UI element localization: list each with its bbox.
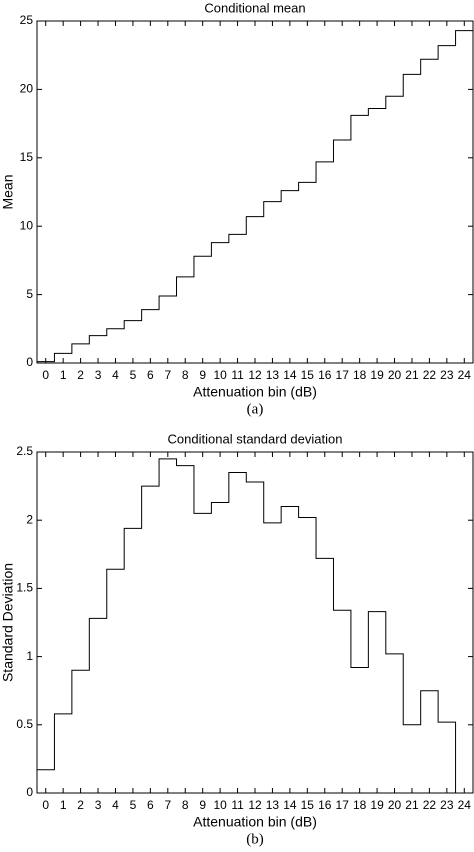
y-tick-label: 15 <box>20 150 34 164</box>
x-tick-label: 20 <box>388 368 402 382</box>
y-tick-label: 2.5 <box>16 444 33 458</box>
x-tick-label: 8 <box>182 798 189 812</box>
plot-frame <box>36 451 474 794</box>
y-tick-label: 20 <box>20 82 34 96</box>
x-tick-label: 23 <box>440 798 454 812</box>
x-tick-label: 5 <box>130 798 137 812</box>
x-tick-label: 20 <box>388 798 402 812</box>
x-tick-label: 15 <box>301 368 315 382</box>
x-tick-label: 22 <box>423 798 437 812</box>
y-tick-label: 5 <box>26 287 33 301</box>
plot-frame <box>36 20 474 364</box>
x-tick-label: 0 <box>42 798 49 812</box>
x-tick-label: 3 <box>95 368 102 382</box>
x-tick-label: 19 <box>370 798 384 812</box>
step-line <box>37 30 474 363</box>
x-tick-label: 11 <box>231 368 244 382</box>
x-tick-label: 18 <box>353 368 367 382</box>
x-tick-label: 14 <box>283 798 297 812</box>
x-tick-label: 13 <box>266 798 280 812</box>
x-tick-label: 15 <box>301 798 315 812</box>
x-tick-label: 18 <box>353 798 367 812</box>
y-tick-label: 0 <box>26 355 33 369</box>
x-tick-label: 19 <box>370 368 384 382</box>
x-tick-label: 5 <box>130 368 137 382</box>
x-tick-label: 16 <box>318 368 332 382</box>
y-tick-label: 1.5 <box>16 581 33 595</box>
x-tick-label: 6 <box>147 798 154 812</box>
x-tick-label: 14 <box>283 368 297 382</box>
x-tick-label: 16 <box>318 798 332 812</box>
step-line <box>37 458 473 794</box>
x-tick-label: 7 <box>164 368 171 382</box>
caption: (a) <box>247 401 264 417</box>
x-tick-label: 4 <box>112 368 119 382</box>
y-tick-label: 0 <box>26 785 33 799</box>
y-tick-label: 2 <box>26 512 33 526</box>
chart-title: Conditional mean <box>204 0 305 15</box>
x-tick-label: 23 <box>440 368 454 382</box>
x-tick-label: 24 <box>458 798 472 812</box>
x-tick-label: 8 <box>182 368 189 382</box>
x-tick-label: 1 <box>60 368 67 382</box>
x-tick-label: 21 <box>405 798 419 812</box>
x-tick-label: 12 <box>248 798 262 812</box>
x-tick-label: 9 <box>199 368 206 382</box>
x-tick-label: 17 <box>336 368 350 382</box>
x-tick-label: 12 <box>248 368 262 382</box>
x-tick-label: 11 <box>231 798 244 812</box>
x-tick-label: 7 <box>164 798 171 812</box>
y-tick-label: 1 <box>26 649 33 663</box>
x-tick-label: 3 <box>95 798 102 812</box>
x-tick-label: 2 <box>77 798 84 812</box>
y-tick-label: 25 <box>20 13 34 27</box>
x-tick-label: 13 <box>266 368 280 382</box>
x-tick-label: 24 <box>458 368 472 382</box>
x-axis-label: Attenuation bin (dB) <box>193 814 317 830</box>
caption: (b) <box>246 831 264 847</box>
x-tick-label: 6 <box>147 368 154 382</box>
x-tick-label: 2 <box>77 368 84 382</box>
y-tick-label: 0.5 <box>16 717 33 731</box>
x-tick-label: 21 <box>405 368 419 382</box>
x-tick-label: 17 <box>336 798 350 812</box>
x-tick-label: 22 <box>423 368 437 382</box>
y-axis-label: Mean <box>0 174 16 209</box>
x-tick-label: 4 <box>112 798 119 812</box>
x-axis-label: Attenuation bin (dB) <box>193 384 317 400</box>
y-tick-label: 10 <box>20 218 34 232</box>
x-tick-label: 10 <box>213 798 227 812</box>
y-axis-label: Standard Deviation <box>0 563 16 682</box>
x-tick-label: 9 <box>199 798 206 812</box>
x-tick-label: 0 <box>42 368 49 382</box>
chart-title: Conditional standard deviation <box>168 431 343 446</box>
x-tick-label: 10 <box>213 368 227 382</box>
x-tick-label: 1 <box>60 798 67 812</box>
